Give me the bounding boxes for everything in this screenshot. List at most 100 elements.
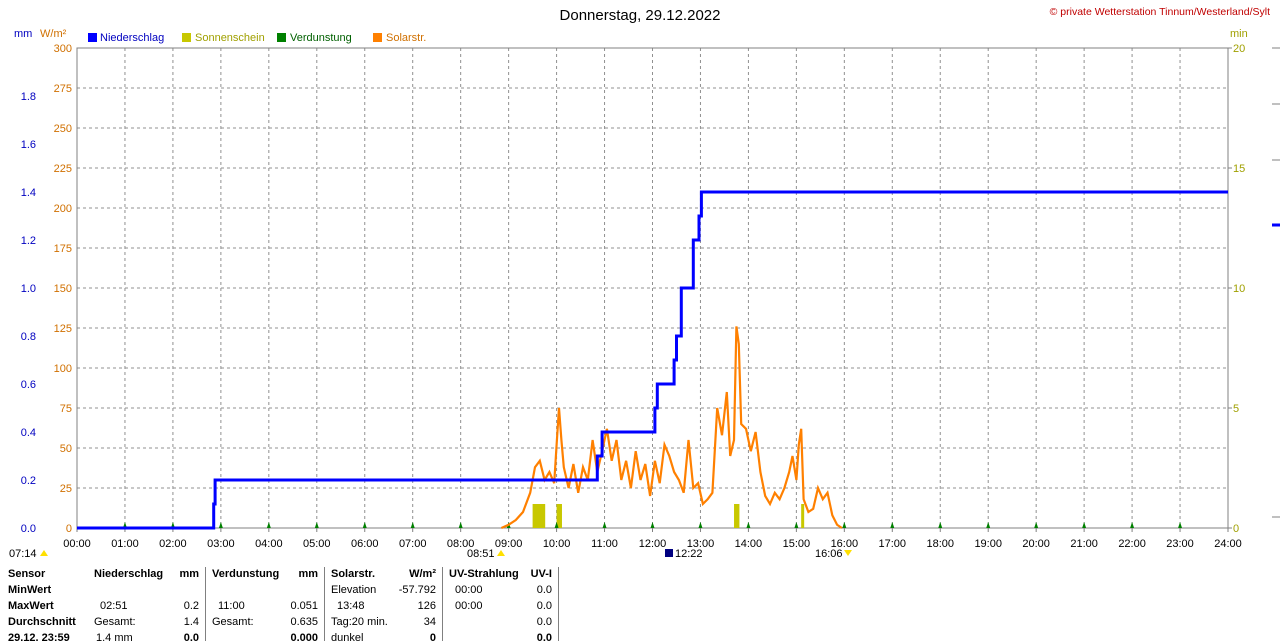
niederschlag-last: 1.4 mm [96,632,133,644]
legend-label-solar: Solarstr. [386,32,426,44]
x-tick-label: 09:00 [495,538,523,550]
x-tick-label: 21:00 [1070,538,1098,550]
x-tick-label: 06:00 [351,538,379,550]
sunshine-bar [556,504,560,528]
sunset-label: 16:06 [815,548,843,560]
y-mm-tick-label: 0.8 [21,331,36,343]
stats-col-niederschlag: Niederschlag mm 02:51 0.2 Gesamt: 1.4 1.… [90,565,205,644]
verdunstung-sum-label: Gesamt: [212,616,254,628]
solar-row1-val: -57.792 [398,584,436,596]
verdunstung-unit: mm [298,568,318,580]
evaporation-marker [554,522,559,528]
x-tick-label: 14:00 [735,538,763,550]
legend-swatch-niederschlag [88,33,97,42]
sunshine-bar [734,504,738,528]
uv-min-val: 0.0 [536,584,552,596]
evaporation-marker [1034,522,1039,528]
x-tick-label: 16:00 [831,538,859,550]
x-tick-label: 17:00 [879,538,907,550]
niederschlag-sum-val: 1.4 [183,616,199,628]
statistics-table: Sensor MinWert MaxWert Durchschnitt 29.1… [0,565,560,644]
y-wm2-tick-label: 300 [54,43,72,55]
legend: Niederschlag Sonnenschein Verdunstung So… [88,32,426,44]
evaporation-marker [410,522,415,528]
legend-label-sonnenschein: Sonnenschein [195,32,265,44]
sunset-icon [844,550,852,556]
weather-chart: 00:00 01:00 02:00 03:00 04:00 05:00 06:00 07:00… [9,6,1280,560]
x-tick-label: 10:00 [543,538,571,550]
y-wm2-tick-label: 50 [60,443,72,455]
legend-label-verdunstung: Verdunstung [290,32,352,44]
y-wm2-tick-label: 25 [60,483,72,495]
verdunstung-header: Verdunstung [212,568,280,580]
y-mm-tick-label: 1.0 [21,283,36,295]
y-mm-tick-label: 1.8 [21,91,36,103]
y-wm2-tick-label: 200 [54,203,72,215]
evaporation-marker [458,522,463,528]
solar-radiation-line [500,326,843,530]
precipitation-line [77,190,1228,530]
solar-row3-val: 34 [423,616,436,628]
y-wm2-tick-label: 225 [54,163,72,175]
y-min-tick-label: 0 [1233,523,1239,535]
x-tick-label: 03:00 [207,538,235,550]
sunrise-label: 08:51 [467,548,495,560]
chart-title: Donnerstag, 29.12.2022 [560,7,721,24]
verdunstung-sum-val: 0.635 [290,616,318,628]
x-tick-label: 15:00 [783,538,811,550]
solar-max-val: 126 [417,600,436,612]
row-label-avg: Durchschnitt [8,616,76,628]
x-tick-label: 19:00 [974,538,1002,550]
solar-unit: W/m² [409,568,436,580]
sunshine-bar [736,504,740,528]
x-tick-label: 07:00 [399,538,427,550]
y-wm2-tick-label: 0 [66,523,72,535]
x-tick-label: 11:00 [591,538,618,550]
legend-swatch-solar [373,33,382,42]
stats-row-labels: Sensor MinWert MaxWert Durchschnitt 29.1… [0,565,90,644]
x-tick-label: 24:00 [1214,538,1242,550]
niederschlag-max-val: 0.2 [183,600,199,612]
y-wm2-tick-label: 100 [54,363,72,375]
y-wm2-tick-label: 75 [60,403,72,415]
sunrise-left-icon [40,550,48,556]
y-axis-mm: 0.0 0.2 0.4 0.6 0.8 1.0 1.2 1.4 1.6 1.8 [21,91,36,535]
y-axis-wm2: 0 25 50 75 100 125 150 175 200 225 250 275 300 [54,43,72,535]
evaporation-marker [1178,522,1183,528]
uv-unit: UV-I [530,568,552,580]
y-wm2-tick-label: 275 [54,83,72,95]
unit-min: min [1230,28,1248,40]
y-wm2-tick-label: 250 [54,123,72,135]
legend-swatch-verdunstung [277,33,286,42]
y-mm-tick-label: 1.2 [21,235,36,247]
evaporation-marker [602,522,607,528]
evaporation-marker [938,522,943,528]
legend-swatch-sonnenschein [182,33,191,42]
evaporation-marker [842,522,847,528]
x-tick-label: 00:00 [63,538,91,550]
evaporation-marker [314,522,319,528]
stats-col-uv: UV-Strahlung UV-I 00:00 0.0 00:00 0.0 0.… [443,565,558,644]
niederschlag-last-val: 0.0 [183,632,199,644]
chart-grid [77,48,1228,528]
sensor-header: Sensor [8,568,46,580]
x-tick-label: 01:00 [111,538,139,550]
y-min-tick-label: 5 [1233,403,1239,415]
row-label-min: MinWert [8,584,52,596]
y-mm-tick-label: 1.6 [21,139,36,151]
solar-row1-label: Elevation [331,584,377,596]
copyright: © private Wetterstation Tinnum/Westerlan… [1050,6,1270,18]
evaporation-marker [1130,522,1135,528]
x-tick-label: 20:00 [1022,538,1050,550]
y-mm-tick-label: 1.4 [21,187,36,199]
x-tick-label: 02:00 [159,538,187,550]
niederschlag-unit: mm [179,568,199,580]
y-mm-tick-label: 0.4 [21,427,36,439]
evaporation-marker [218,522,223,528]
evaporation-marker [698,522,703,528]
sunshine-bar [542,504,546,528]
y-min-tick-label: 20 [1233,43,1245,55]
y-axis-min: 0 5 10 15 20 [1228,43,1245,535]
verdunstung-max-time: 11:00 [218,600,245,612]
sunshine-bar [801,504,805,528]
